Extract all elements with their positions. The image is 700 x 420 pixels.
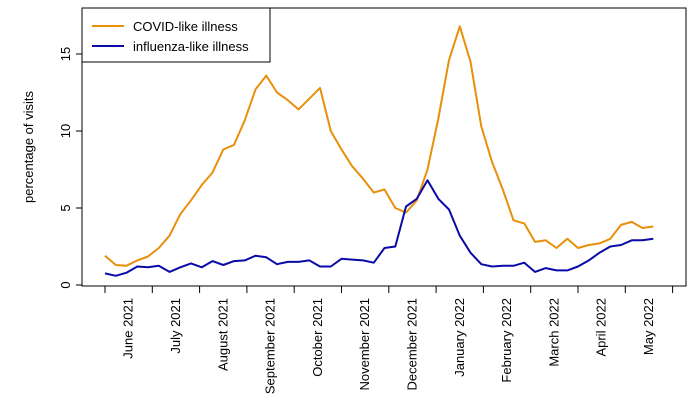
series-line-influenza bbox=[104, 179, 654, 277]
x-tick-label-7: January 2022 bbox=[452, 298, 467, 377]
x-tick-label-9: March 2022 bbox=[546, 298, 561, 367]
x-tick-label-6: December 2021 bbox=[404, 298, 419, 391]
x-tick-label-0: June 2021 bbox=[121, 298, 136, 359]
legend-label-influenza: influenza-like illness bbox=[133, 39, 249, 54]
y-axis-title: percentage of visits bbox=[21, 91, 36, 204]
y-tick-label-3: 15 bbox=[58, 47, 73, 61]
x-tick-label-8: February 2022 bbox=[499, 298, 514, 383]
series-line-covid bbox=[104, 25, 654, 267]
series-lines bbox=[104, 25, 654, 277]
x-tick-label-5: November 2021 bbox=[357, 298, 372, 391]
x-tick-label-3: September 2021 bbox=[263, 298, 278, 394]
x-tick-label-2: August 2021 bbox=[215, 298, 230, 371]
y-tick-label-1: 5 bbox=[58, 204, 73, 211]
y-tick-label-2: 10 bbox=[58, 124, 73, 138]
x-tick-label-4: October 2021 bbox=[310, 298, 325, 377]
legend-label-covid: COVID-like illness bbox=[133, 19, 238, 34]
legend-box bbox=[81, 7, 271, 63]
x-tick-label-10: April 2022 bbox=[594, 298, 609, 357]
x-tick-label-11: May 2022 bbox=[641, 298, 656, 355]
x-axis: June 2021 July 2021 August 2021 September 2… bbox=[104, 286, 674, 394]
y-tick-label-0: 0 bbox=[58, 281, 73, 288]
legend: COVID-like illness influenza-like illnes… bbox=[81, 7, 271, 63]
plot-frame bbox=[81, 7, 687, 287]
x-tick-label-1: July 2021 bbox=[168, 298, 183, 354]
y-axis: 0 5 10 15 bbox=[58, 47, 82, 289]
